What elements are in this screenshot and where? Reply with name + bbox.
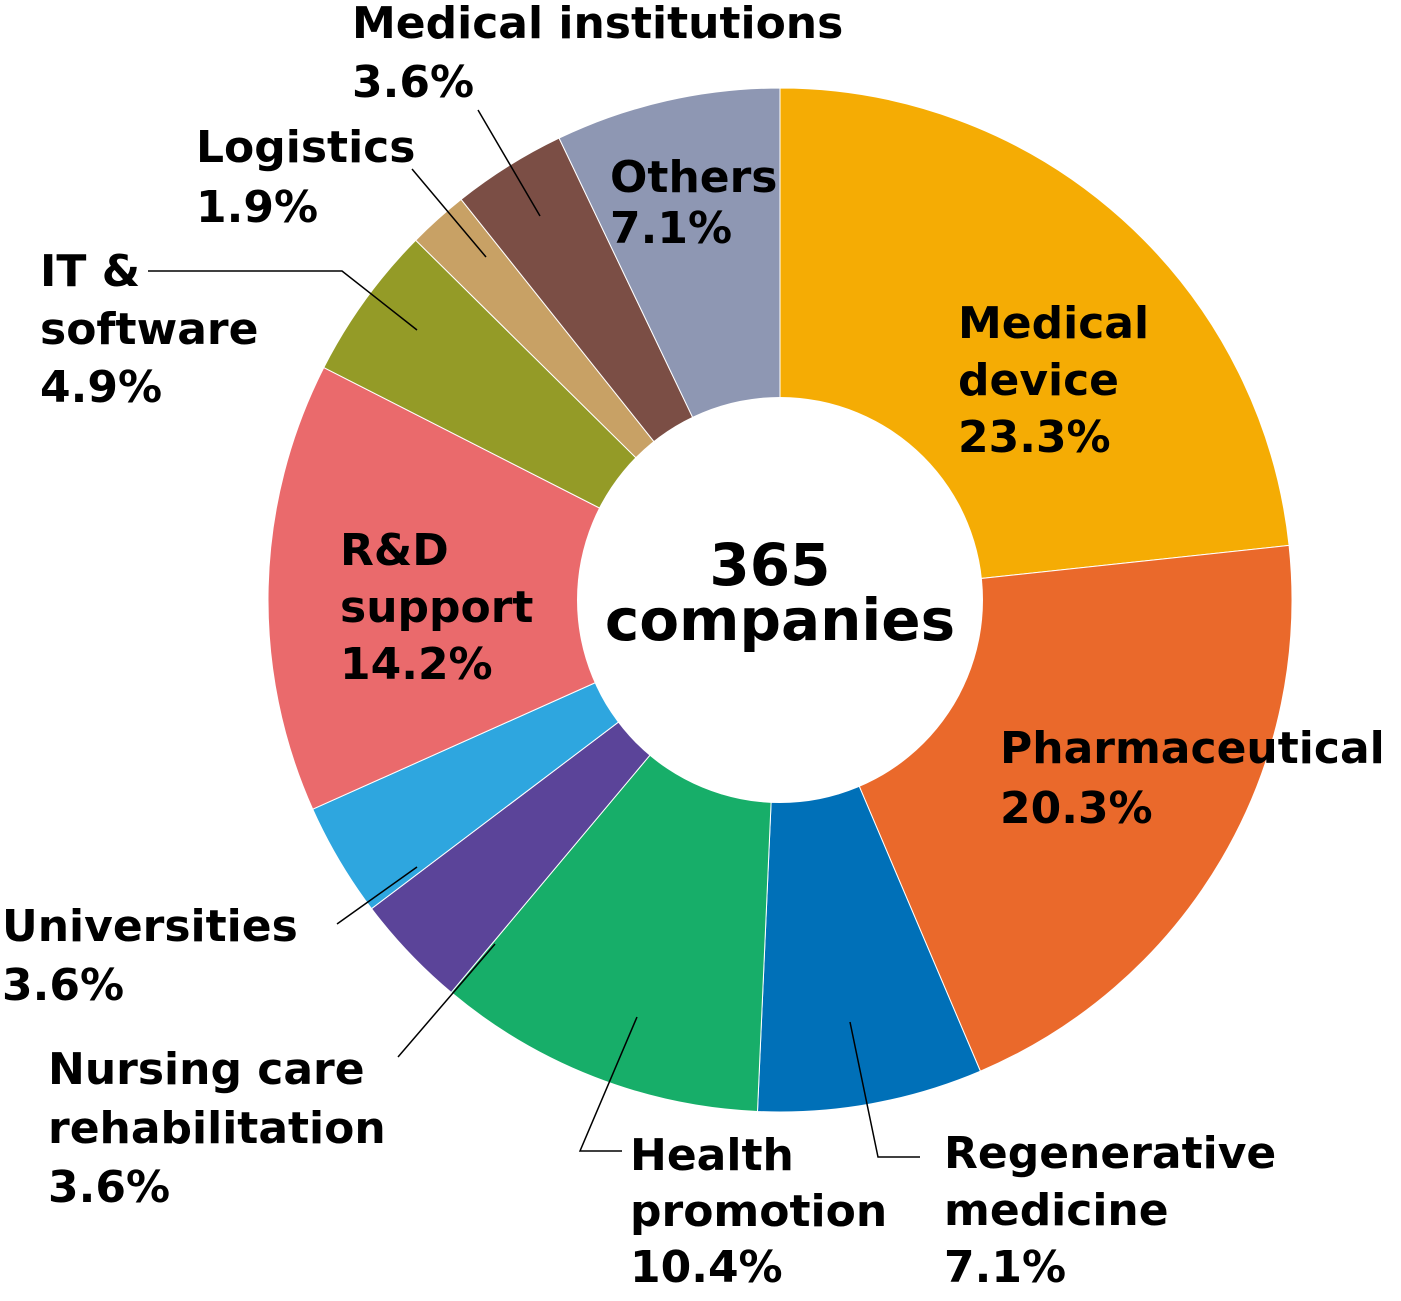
slice-value: 10.4% (630, 1242, 783, 1293)
slice-name: Health (630, 1130, 794, 1181)
label-it-and-software: IT & software 4.9% (40, 246, 258, 413)
slice-name: R&D (340, 525, 449, 576)
slice-name: Pharmaceutical (1000, 723, 1385, 774)
donut-hole (577, 397, 983, 803)
center-line-2: companies (605, 586, 955, 654)
label-medical-institutions: Medical institutions 3.6% (352, 0, 843, 108)
slice-name: rehabilitation (48, 1103, 386, 1154)
slice-name: Medical institutions (352, 0, 843, 49)
leader-lines (148, 109, 920, 1158)
center-line-1: 365 (709, 531, 830, 599)
slice-name: Logistics (196, 122, 415, 173)
slice-value: 3.6% (2, 960, 124, 1011)
leader-health (578, 1016, 638, 1152)
slice-name: software (40, 304, 258, 355)
slice-value: 3.6% (352, 57, 474, 108)
slice-value: 4.9% (40, 362, 162, 413)
label-health-promotion: Health promotion 10.4% (630, 1130, 887, 1293)
slice-name: Universities (2, 901, 298, 952)
slice-name: Others (610, 152, 778, 203)
slice-name: Medical (958, 298, 1149, 349)
slice-name: support (340, 582, 533, 633)
center-count: 365 companies (605, 531, 955, 654)
slice-value: 7.1% (610, 203, 732, 254)
slice-name: IT & (40, 246, 140, 297)
leader-medical-institutions (477, 109, 541, 217)
slice-value: 1.9% (196, 182, 318, 233)
label-pharmaceutical: Pharmaceutical 20.3% (1000, 723, 1385, 834)
leader-universities (336, 866, 418, 925)
label-randd-support: R&D support 14.2% (340, 525, 533, 690)
leader-nursing (397, 943, 496, 1058)
slice-name: Regenerative (944, 1128, 1276, 1179)
leader-it (148, 270, 418, 331)
slice-value: 3.6% (48, 1162, 170, 1213)
slice-name: device (958, 355, 1119, 406)
leader-logistics (411, 168, 487, 258)
label-logistics: Logistics 1.9% (196, 122, 415, 233)
label-regenerative-medicine: Regenerative medicine 7.1% (944, 1128, 1276, 1293)
label-medical-device: Medical device 23.3% (958, 298, 1149, 463)
label-nursing-care-rehabilitation: Nursing care rehabilitation 3.6% (48, 1044, 386, 1213)
slice-value: 20.3% (1000, 783, 1153, 834)
slices-group (267, 87, 1293, 1113)
slice-name: Nursing care (48, 1044, 365, 1095)
label-others: Others 7.1% (610, 152, 778, 254)
slice-name: promotion (630, 1186, 887, 1237)
slice-value: 14.2% (340, 639, 493, 690)
slice-name: medicine (944, 1185, 1169, 1236)
label-universities: Universities 3.6% (2, 901, 298, 1011)
leader-regenerative (849, 1021, 920, 1158)
slice-value: 23.3% (958, 412, 1111, 463)
slice-value: 7.1% (944, 1242, 1066, 1293)
